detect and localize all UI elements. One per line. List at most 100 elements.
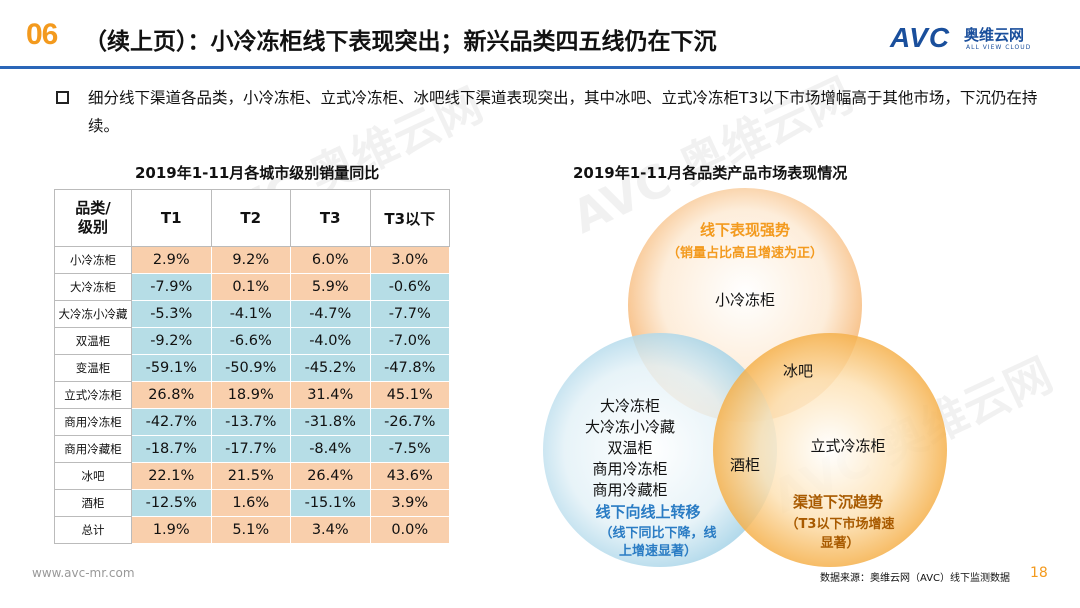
table-cell: -4.1% xyxy=(210,300,291,328)
table-cell: -7.7% xyxy=(369,300,450,328)
left-item: 商用冷冻柜 xyxy=(592,460,667,478)
left-item: 大冷冻小冷藏 xyxy=(585,418,675,436)
table-header-row: 品类/级别 T1 T2 T3 T3以下 xyxy=(54,189,450,247)
row-label: 大冷冻柜 xyxy=(54,273,132,301)
table-cell: 3.9% xyxy=(369,489,450,517)
table-cell: -31.8% xyxy=(290,408,371,436)
table-cell: 31.4% xyxy=(290,381,371,409)
table-cell: -13.7% xyxy=(210,408,291,436)
row-label: 酒柜 xyxy=(54,489,132,517)
table-row: 变温柜 -59.1% -50.9% -45.2% -47.8% xyxy=(54,354,450,382)
top-item: 小冷冻柜 xyxy=(715,291,775,309)
table-row: 商用冷藏柜 -18.7% -17.7% -8.4% -7.5% xyxy=(54,435,450,463)
left-heading: 线下向线上转移 xyxy=(595,503,700,521)
table-row: 商用冷冻柜 -42.7% -13.7% -31.8% -26.7% xyxy=(54,408,450,436)
table-row: 大冷冻柜 -7.9% 0.1% 5.9% -0.6% xyxy=(54,273,450,301)
table-cell: 1.6% xyxy=(210,489,291,517)
left-subheading: 上增速显著） xyxy=(619,543,697,559)
venn-circle-right xyxy=(713,333,947,567)
row-label: 变温柜 xyxy=(54,354,132,382)
table-corner-header: 品类/级别 xyxy=(54,189,132,247)
table-row: 立式冷冻柜 26.8% 18.9% 31.4% 45.1% xyxy=(54,381,450,409)
table-row: 酒柜 -12.5% 1.6% -15.1% 3.9% xyxy=(54,489,450,517)
logo-cn-text: 奥维云网 xyxy=(964,26,1025,44)
top-subheading: （销量占比高且增速为正） xyxy=(667,245,823,261)
top-heading: 线下表现强势 xyxy=(700,221,790,239)
row-label: 商用冷藏柜 xyxy=(54,435,132,463)
table-cell: 45.1% xyxy=(369,381,450,409)
table-row: 冰吧 22.1% 21.5% 26.4% 43.6% xyxy=(54,462,450,490)
row-label: 立式冷冻柜 xyxy=(54,381,132,409)
table-cell: 5.9% xyxy=(290,273,371,301)
table-cell: 9.2% xyxy=(210,246,291,274)
venn-circle-left xyxy=(543,333,777,567)
right-heading: 渠道下沉趋势 xyxy=(793,493,883,511)
row-label: 小冷冻柜 xyxy=(54,246,132,274)
table-cell: 3.4% xyxy=(290,516,371,544)
table-cell: 26.4% xyxy=(290,462,371,490)
table-cell: -7.9% xyxy=(131,273,212,301)
table-cell: -8.4% xyxy=(290,435,371,463)
logo-avc-text: AVC xyxy=(890,22,951,53)
venn-title: 2019年1-11月各品类产品市场表现情况 xyxy=(573,164,848,182)
summary-text: 细分线下渠道各品类，小冷冻柜、立式冷冻柜、冰吧线下渠道表现突出，其中冰吧、立式冷… xyxy=(88,89,1038,135)
table-cell: -4.7% xyxy=(290,300,371,328)
table-cell: -26.7% xyxy=(369,408,450,436)
table-cell: 43.6% xyxy=(369,462,450,490)
header: 06 （续上页）：小冷冻柜线下表现突出；新兴品类四五线仍在下沉 AVC 奥维云网… xyxy=(0,0,1080,70)
table-title: 2019年1-11月各城市级别销量同比 xyxy=(135,164,380,182)
table-cell: -17.7% xyxy=(210,435,291,463)
table-cell: 0.0% xyxy=(369,516,450,544)
table-cell: -45.2% xyxy=(290,354,371,382)
table-cell: -18.7% xyxy=(131,435,212,463)
column-header: T3以下 xyxy=(369,189,450,247)
overlap-top-right: 冰吧 xyxy=(783,362,813,380)
table-cell: 18.9% xyxy=(210,381,291,409)
table-cell: 3.0% xyxy=(369,246,450,274)
table-row: 大冷冻小冷藏 -5.3% -4.1% -4.7% -7.7% xyxy=(54,300,450,328)
right-subheading: （T3以下市场增速 xyxy=(786,516,895,532)
table-cell: -6.6% xyxy=(210,327,291,355)
brand-logo: AVC 奥维云网 ALL VIEW CLOUD xyxy=(890,22,1065,58)
row-label: 大冷冻小冷藏 xyxy=(54,300,132,328)
growth-table: 品类/级别 T1 T2 T3 T3以下 小冷冻柜 2.9% 9.2% 6.0% 3.0%… xyxy=(54,189,450,544)
table-cell: 1.9% xyxy=(131,516,212,544)
table-cell: -7.0% xyxy=(369,327,450,355)
table-cell: -50.9% xyxy=(210,354,291,382)
section-number: 06 xyxy=(26,18,58,51)
table-cell: 6.0% xyxy=(290,246,371,274)
column-header: T3 xyxy=(290,189,371,247)
bullet-square-icon xyxy=(56,91,69,104)
table-cell: -7.5% xyxy=(369,435,450,463)
column-header: T2 xyxy=(210,189,291,247)
data-source: 数据来源：奥维云网（AVC）线下监测数据 xyxy=(820,573,1011,584)
website-url: www.avc-mr.com xyxy=(32,566,135,580)
header-divider xyxy=(0,66,1080,69)
left-item: 大冷冻柜 xyxy=(600,397,660,415)
right-subheading: 显著） xyxy=(820,535,859,551)
table-row: 小冷冻柜 2.9% 9.2% 6.0% 3.0% xyxy=(54,246,450,274)
table-cell: 26.8% xyxy=(131,381,212,409)
table-row: 双温柜 -9.2% -6.6% -4.0% -7.0% xyxy=(54,327,450,355)
row-label: 双温柜 xyxy=(54,327,132,355)
left-item: 双温柜 xyxy=(607,439,652,457)
table-cell: -9.2% xyxy=(131,327,212,355)
table-cell: 0.1% xyxy=(210,273,291,301)
left-subheading: （线下同比下降，线 xyxy=(599,525,716,541)
table-cell: 22.1% xyxy=(131,462,212,490)
table-cell: -0.6% xyxy=(369,273,450,301)
table-cell: -5.3% xyxy=(131,300,212,328)
corner-line: 品类/ xyxy=(75,199,111,217)
table-cell: -47.8% xyxy=(369,354,450,382)
table-cell: 5.1% xyxy=(210,516,291,544)
page-number: 18 xyxy=(1030,565,1048,581)
table-cell: 21.5% xyxy=(210,462,291,490)
logo-en-text: ALL VIEW CLOUD xyxy=(966,44,1032,51)
row-label: 总计 xyxy=(54,516,132,544)
overlap-left-right: 酒柜 xyxy=(730,456,760,474)
table-cell: -15.1% xyxy=(290,489,371,517)
row-label: 商用冷冻柜 xyxy=(54,408,132,436)
table-cell: -42.7% xyxy=(131,408,212,436)
right-item: 立式冷冻柜 xyxy=(810,437,885,455)
table-cell: -12.5% xyxy=(131,489,212,517)
